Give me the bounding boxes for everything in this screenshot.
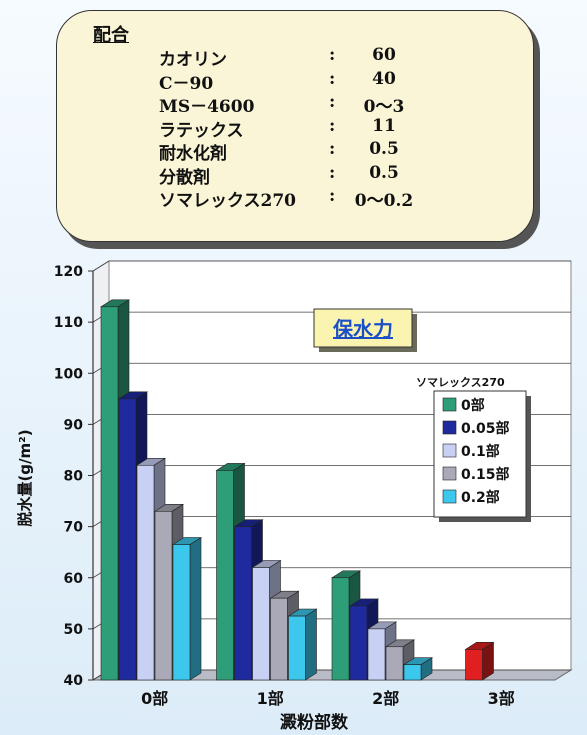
- recipe-name: 分散剤: [159, 167, 210, 188]
- recipe-colon: :: [329, 45, 336, 65]
- x-tick-label: 3部: [488, 689, 515, 708]
- recipe-value: 0〜3: [363, 97, 405, 117]
- chart-title: 保水力: [332, 317, 393, 341]
- gridline: [92, 260, 571, 272]
- y-tick-label: 60: [64, 571, 84, 587]
- legend-swatch: [442, 397, 457, 412]
- y-tick-label: 110: [54, 315, 83, 331]
- recipe-name: C－90: [159, 73, 214, 94]
- bar: [331, 577, 350, 681]
- x-axis-title: 澱粉部数: [280, 712, 349, 733]
- y-tick-label: 80: [64, 469, 84, 485]
- recipe-colon: :: [329, 139, 336, 159]
- bar: [234, 526, 252, 681]
- recipe-row: MS－4600 : 0〜3: [159, 92, 519, 117]
- legend-swatch: [442, 443, 457, 458]
- recipe-value: 11: [372, 115, 396, 136]
- bar: [172, 544, 191, 681]
- recipe-name: 耐水化剤: [159, 144, 227, 164]
- bar: [288, 615, 306, 681]
- bar: [270, 597, 288, 681]
- bar: [100, 306, 119, 681]
- recipe-colon: :: [329, 162, 336, 183]
- recipe-list: カオリン : 60 C－90 : 40 MS－4600 : 0〜3 ラテックス …: [159, 45, 519, 211]
- bar: [367, 628, 386, 681]
- recipe-row: ソマレックス270 : 0〜0.2: [159, 186, 519, 211]
- recipe-row: 耐水化剤 : 0.5: [159, 139, 519, 164]
- y-tick-label: 120: [54, 264, 83, 280]
- x-tick-label: 0部: [141, 689, 168, 708]
- bar-side: [189, 536, 202, 681]
- recipe-colon: :: [329, 115, 336, 136]
- recipe-row: 分散剤 : 0.5: [159, 162, 519, 188]
- legend-swatch: [442, 420, 457, 435]
- bar: [465, 649, 483, 681]
- y-tick-label: 100: [54, 366, 83, 382]
- chart-title-box: [313, 308, 413, 348]
- recipe-row: C－90 : 40: [159, 68, 519, 94]
- legend-swatch: [442, 466, 457, 481]
- legend-label: 0.1部: [461, 443, 500, 460]
- bar: [216, 470, 234, 681]
- recipe-value: 60: [372, 45, 396, 65]
- y-axis-title: 脱水量(g/m²): [16, 429, 34, 526]
- legend-label: 0.2部: [461, 489, 500, 506]
- recipe-name: カオリン: [159, 50, 227, 70]
- legend-swatch: [442, 489, 457, 504]
- bar: [349, 605, 368, 681]
- bar-side: [305, 608, 317, 681]
- bar: [403, 664, 422, 681]
- x-tick-label: 1部: [257, 689, 284, 708]
- recipe-panel: 配合 カオリン : 60 C－90 : 40 MS－4600 : 0〜3 ラテッ…: [56, 10, 534, 242]
- recipe-row: カオリン : 60: [159, 45, 519, 70]
- bar: [118, 398, 137, 681]
- bar: [385, 646, 404, 681]
- legend-label: 0.05部: [461, 420, 510, 437]
- recipe-value: 40: [372, 68, 396, 89]
- recipe-value: 0.5: [369, 162, 399, 183]
- recipe-value: 0〜0.2: [354, 191, 414, 211]
- legend-title: ソマレックス270: [416, 376, 505, 389]
- legend-label: 0.15部: [461, 466, 510, 483]
- recipe-row: ラテックス : 11: [159, 115, 519, 141]
- x-tick-label: 2部: [372, 689, 399, 708]
- y-tick-label: 40: [64, 673, 84, 689]
- recipe-title: 配合: [93, 25, 129, 46]
- y-tick-label: 70: [64, 520, 84, 536]
- recipe-value: 0.5: [369, 139, 399, 159]
- recipe-colon: :: [329, 186, 336, 206]
- bar: [154, 510, 173, 681]
- legend-label: 0部: [461, 397, 485, 414]
- y-tick-label: 50: [64, 622, 84, 638]
- recipe-colon: :: [329, 92, 336, 112]
- recipe-name: MS－4600: [159, 97, 255, 117]
- recipe-colon: :: [329, 68, 336, 89]
- recipe-name: ソマレックス270: [159, 191, 296, 211]
- bar: [252, 567, 270, 681]
- recipe-name: ラテックス: [159, 120, 244, 141]
- y-tick-label: 90: [64, 417, 84, 433]
- bar: [136, 464, 155, 681]
